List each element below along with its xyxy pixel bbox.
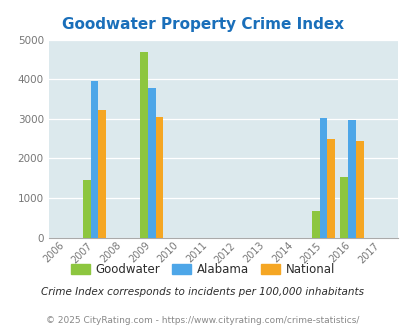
Bar xyxy=(347,119,355,238)
Text: © 2025 CityRating.com - https://www.cityrating.com/crime-statistics/: © 2025 CityRating.com - https://www.city… xyxy=(46,315,359,325)
Bar xyxy=(355,141,363,238)
Legend: Goodwater, Alabama, National: Goodwater, Alabama, National xyxy=(66,258,339,281)
Bar xyxy=(83,180,90,238)
Bar xyxy=(140,52,147,238)
Bar xyxy=(155,117,163,238)
Bar xyxy=(326,139,334,238)
Bar xyxy=(147,88,155,238)
Bar xyxy=(319,118,326,238)
Bar xyxy=(311,211,319,238)
Bar xyxy=(98,110,106,238)
Bar xyxy=(340,178,347,238)
Bar xyxy=(90,81,98,238)
Text: Crime Index corresponds to incidents per 100,000 inhabitants: Crime Index corresponds to incidents per… xyxy=(41,287,364,297)
Text: Goodwater Property Crime Index: Goodwater Property Crime Index xyxy=(62,16,343,31)
